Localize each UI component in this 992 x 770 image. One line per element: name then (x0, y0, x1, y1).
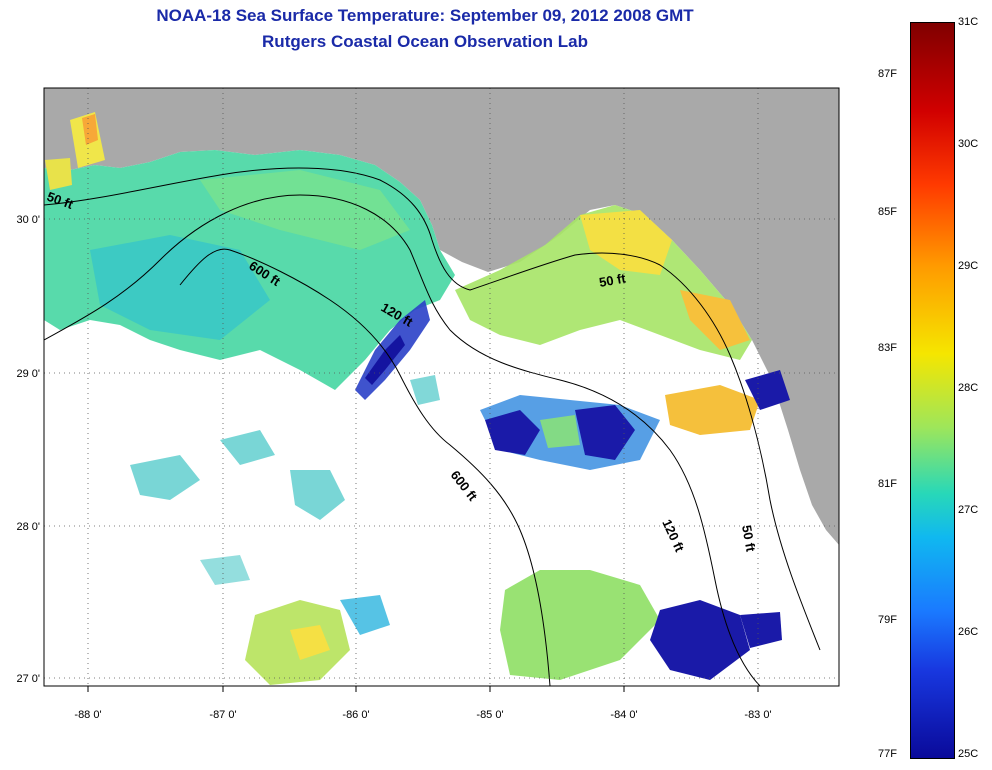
colorbar-label-f: 85F (878, 206, 897, 218)
contour-600ft (179, 248, 551, 686)
colorbar-label-f: 87F (878, 68, 897, 80)
lon-label: -86 0' (342, 709, 369, 721)
depth-contours (44, 167, 821, 686)
lon-label: -83 0' (744, 709, 771, 721)
lon-label: -85 0' (476, 709, 503, 721)
lat-label: 30 0' (16, 214, 40, 226)
lat-label: 28 0' (16, 521, 40, 533)
colorbar-label-f: 83F (878, 342, 897, 354)
colorbar-label-f: 81F (878, 478, 897, 490)
lon-label: -84 0' (610, 709, 637, 721)
land-mass-north (44, 88, 839, 545)
contour-label-50ft-east: 50 ft (598, 270, 628, 290)
contour-label-50ft-south: 50 ft (739, 524, 759, 554)
colorbar-label-c: 30C (958, 138, 979, 150)
map-frame (43, 87, 840, 687)
colorbar-label-c: 29C (958, 260, 979, 272)
colorbar-label-c: 26C (958, 626, 979, 638)
temperature-colorbar (910, 22, 955, 759)
contour-50ft (44, 167, 821, 651)
longitude-axis: -88 0' -87 0' -86 0' -85 0' -84 0' -83 0… (74, 686, 772, 721)
colorbar-label-f: 79F (878, 614, 897, 626)
colorbar-label-c: 25C (958, 748, 979, 760)
colorbar-label-c: 28C (958, 382, 979, 394)
map-subtitle: Rutgers Coastal Ocean Observation Lab (262, 32, 588, 51)
lon-label: -88 0' (74, 709, 101, 721)
lon-label: -87 0' (209, 709, 236, 721)
sst-patches (44, 112, 790, 685)
colorbar-label-f: 77F (878, 748, 897, 760)
colorbar-label-c: 27C (958, 504, 979, 516)
lat-label: 29 0' (16, 368, 40, 380)
lat-label: 27 0' (16, 673, 40, 685)
map-title: NOAA-18 Sea Surface Temperature: Septemb… (156, 6, 694, 25)
latitude-axis: 30 0' 29 0' 28 0' 27 0' (16, 214, 40, 685)
contour-120ft (44, 194, 761, 686)
colorbar-label-c: 31C (958, 16, 979, 28)
